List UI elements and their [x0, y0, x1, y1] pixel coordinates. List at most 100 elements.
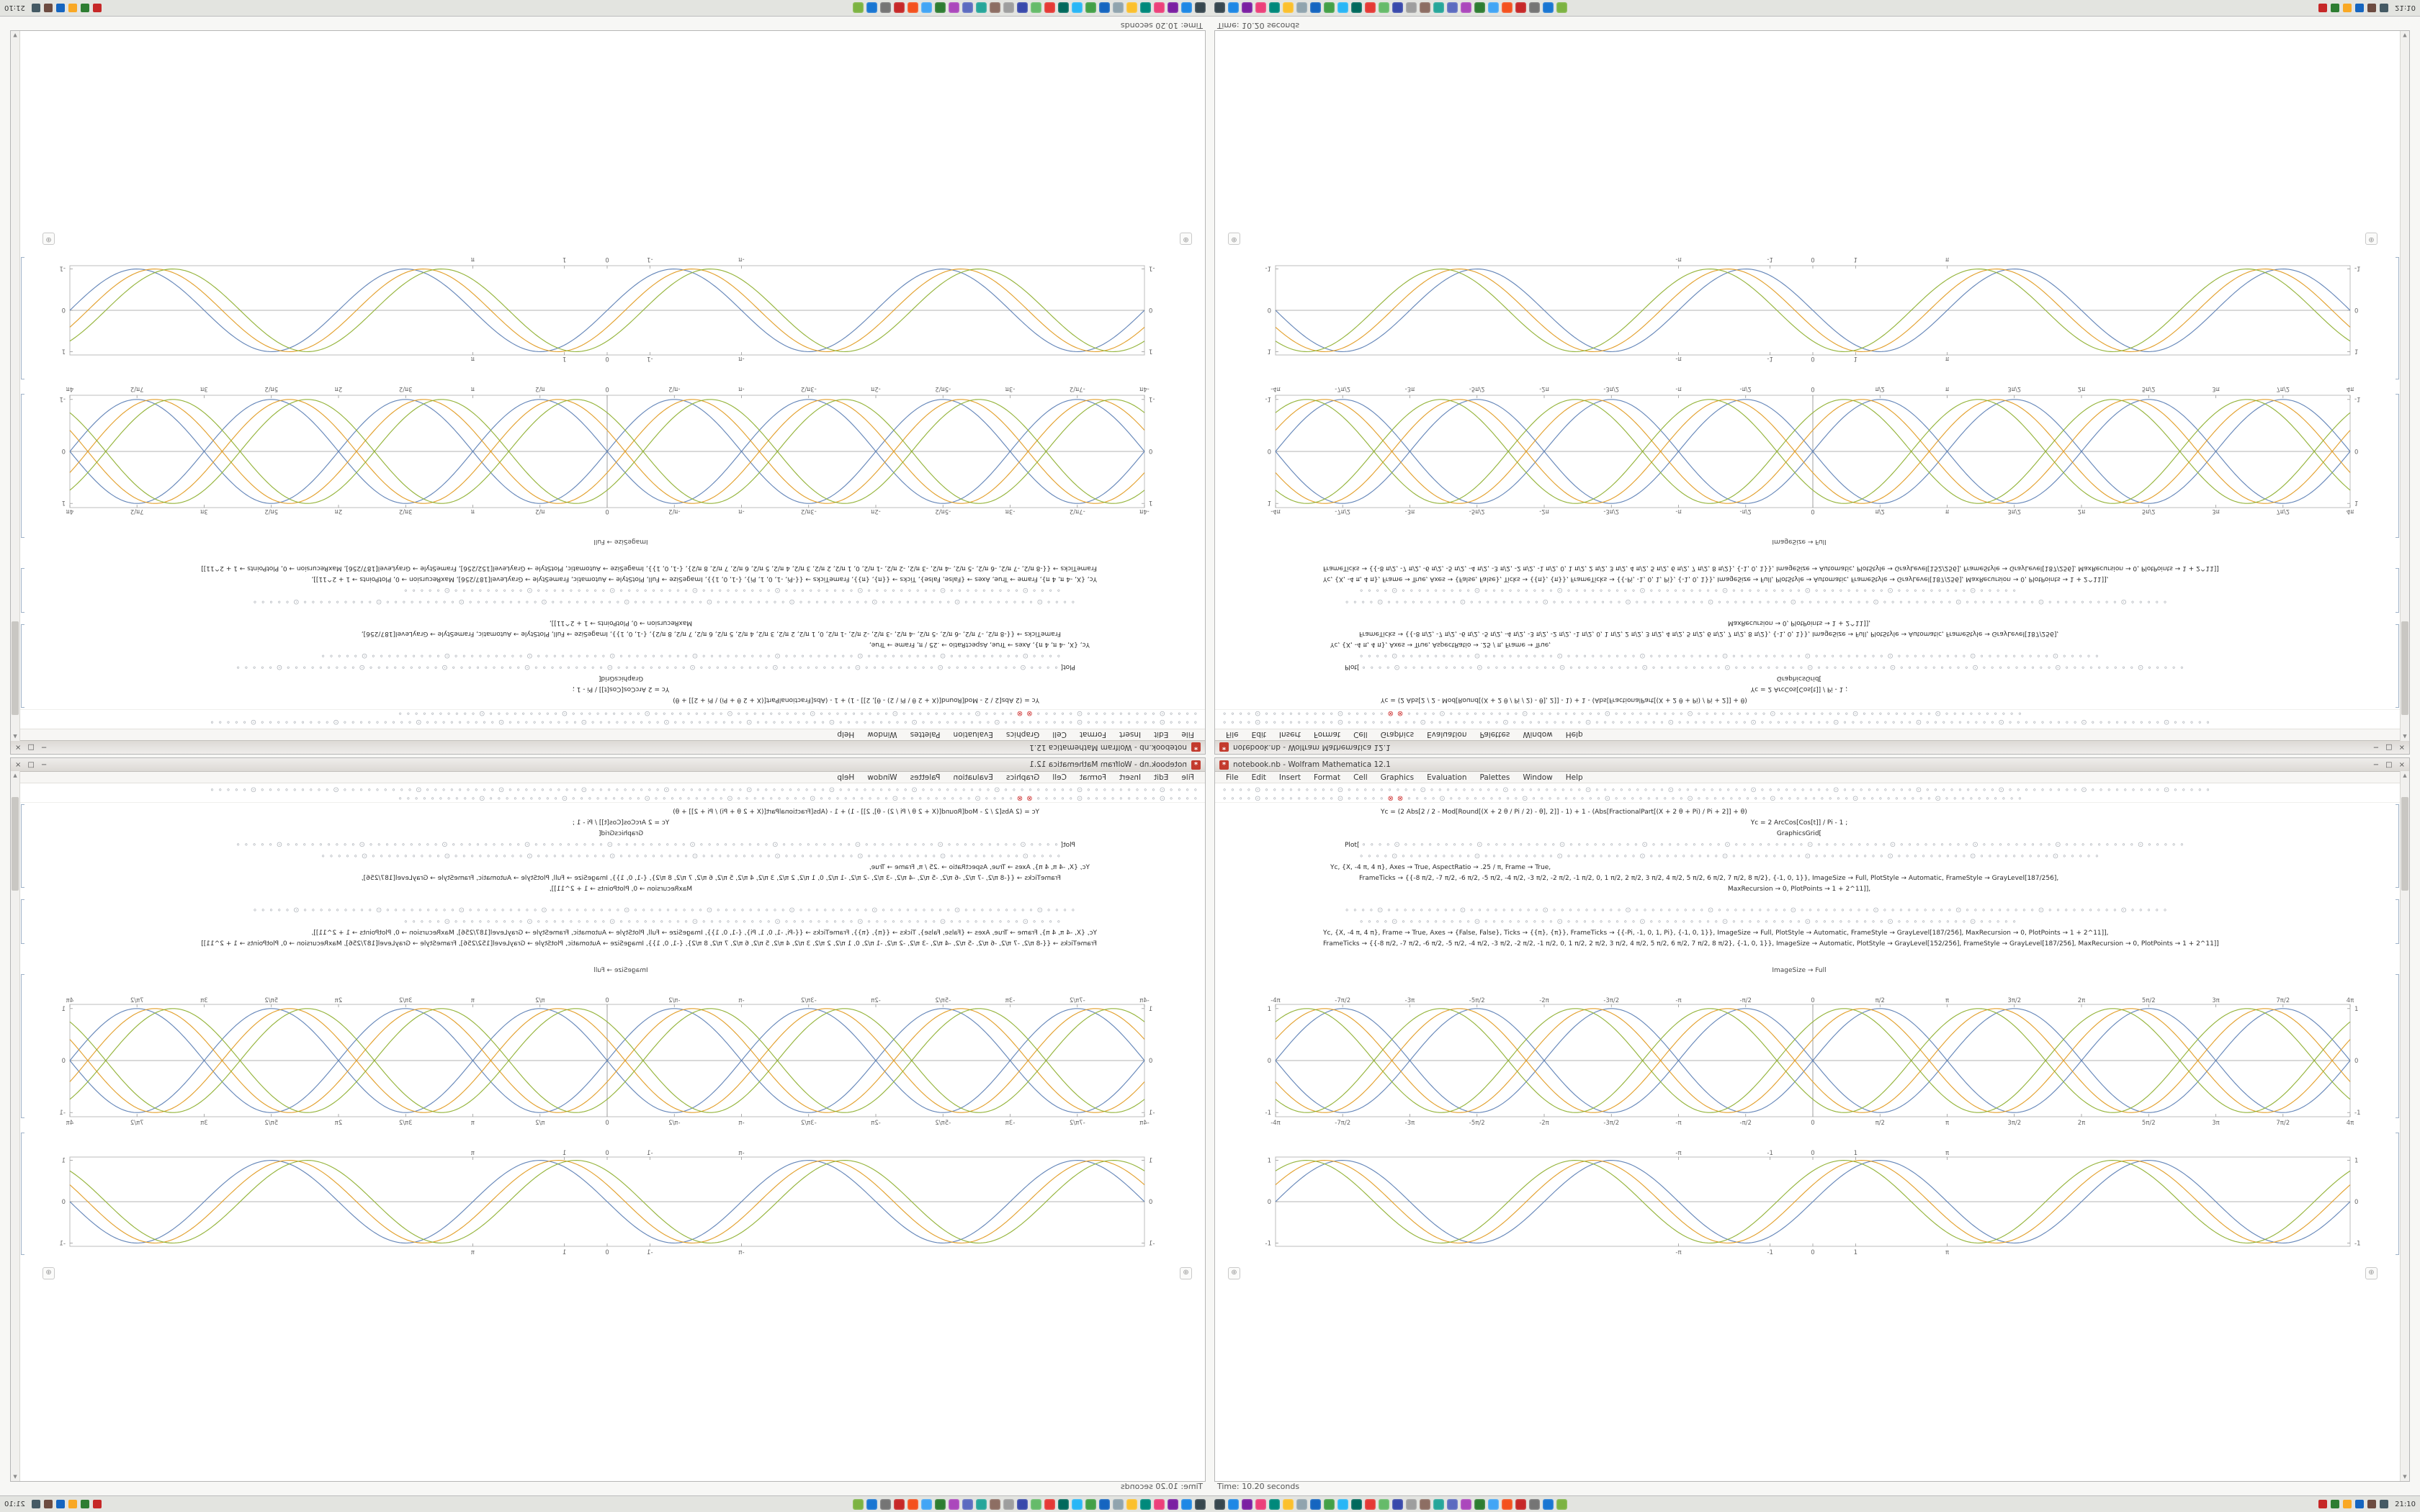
- tray-icon[interactable]: [2331, 4, 2340, 12]
- scroll-down-icon[interactable]: ▼: [13, 1474, 17, 1480]
- inline-graphics-row[interactable]: ∘∘∘∘⊙∘∘∘∘∘∘∘∘∘⊙∘∘∘∘∘∘∘∘∘⊙∘∘∘∘∘∘∘∘∘⊙∘∘∘∘∘…: [400, 918, 1061, 926]
- menu-item-evaluation[interactable]: Evaluation: [953, 773, 993, 782]
- cell-bracket[interactable]: [2396, 899, 2399, 944]
- window-titlebar[interactable]: * notebook.nb - Wolfram Mathematica 12.1…: [11, 758, 1205, 772]
- taskbar-app-icon[interactable]: [962, 1498, 973, 1510]
- inline-graphics-row[interactable]: Plot[ ∘∘∘∘⊙∘∘∘∘∘∘∘∘∘⊙∘∘∘∘∘∘∘∘∘⊙∘∘∘∘∘∘∘∘∘…: [232, 663, 1075, 671]
- cell-bracket[interactable]: [21, 624, 24, 708]
- taskbar-app-icon[interactable]: [1310, 1498, 1321, 1510]
- taskbar-app-icon[interactable]: [921, 1498, 932, 1510]
- maximize-button[interactable]: □: [27, 760, 35, 769]
- input-cell-2[interactable]: ∘∘∘∘⊙∘∘∘∘∘∘∘∘∘⊙∘∘∘∘∘∘∘∘∘⊙∘∘∘∘∘∘∘∘∘⊙∘∘∘∘∘…: [1215, 562, 2383, 607]
- code-line[interactable]: Yc, {X, -4 π, 4 π}, Frame → True, Axes →…: [1323, 575, 2109, 582]
- menu-item-window[interactable]: Window: [1523, 730, 1553, 739]
- taskbar-app-icon[interactable]: [1228, 2, 1239, 14]
- taskbar-app-icon[interactable]: [1474, 1498, 1485, 1510]
- taskbar-app-icon[interactable]: [1515, 2, 1526, 14]
- scroll-down-icon[interactable]: ▼: [13, 32, 17, 38]
- code-line[interactable]: FrameTicks → {{-8 π/2, -7 π/2, -6 π/2, -…: [1323, 940, 2219, 948]
- taskbar-app-icon[interactable]: [1515, 1498, 1526, 1510]
- insert-cell-button[interactable]: ⊕: [1180, 1267, 1192, 1279]
- taskbar-app-icon[interactable]: [1140, 1498, 1151, 1510]
- taskbar-app-icon[interactable]: [976, 1498, 987, 1510]
- menu-item-window[interactable]: Window: [867, 773, 897, 782]
- cell-bracket[interactable]: [21, 1133, 24, 1255]
- abort-buttons[interactable]: ⊗⊗: [1013, 795, 1033, 803]
- taskbar-app-icon[interactable]: [1255, 1498, 1266, 1510]
- plot-output-2[interactable]: -π -π -1 -1 0 0 1 1 π π -1 -1 0 0 1 1: [45, 253, 1169, 364]
- taskbar-app-icon[interactable]: [1031, 1498, 1041, 1510]
- cell-bracket[interactable]: [21, 394, 24, 538]
- tray-icon[interactable]: [68, 1500, 77, 1508]
- menu-item-insert[interactable]: Insert: [1119, 730, 1142, 739]
- input-cell-1[interactable]: Yc = (2 Abs[2 / 2 - Mod[Round[(X + 2 θ /…: [37, 807, 1205, 895]
- taskbar-app-icon[interactable]: [921, 2, 932, 14]
- code-line[interactable]: Yc = (2 Abs[2 / 2 - Mod[Round[(X + 2 θ /…: [1381, 809, 1747, 816]
- scroll-down-icon[interactable]: ▼: [2403, 32, 2407, 38]
- taskbar-app-icon[interactable]: [1461, 1498, 1471, 1510]
- window-titlebar[interactable]: * notebook.nb - Wolfram Mathematica 12.1…: [1215, 758, 2409, 772]
- toolbar-buttons-row2[interactable]: ∘∘∘∘⊙∘∘∘∘∘∘∘∘∘⊙∘∘∘∘∘: [1222, 709, 1388, 717]
- scroll-up-icon[interactable]: ▲: [13, 773, 17, 778]
- taskbar-app-icon[interactable]: [1420, 2, 1430, 14]
- taskbar-app-icon[interactable]: [1529, 1498, 1540, 1510]
- taskbar-app-icon[interactable]: [1140, 2, 1151, 14]
- menu-item-evaluation[interactable]: Evaluation: [1427, 730, 1467, 739]
- menu-item-palettes[interactable]: Palettes: [910, 730, 941, 739]
- taskbar-app-icon[interactable]: [1154, 1498, 1165, 1510]
- menu-item-window[interactable]: Window: [867, 730, 897, 739]
- inline-graphics-row[interactable]: Plot[ ∘∘∘∘⊙∘∘∘∘∘∘∘∘∘⊙∘∘∘∘∘∘∘∘∘⊙∘∘∘∘∘∘∘∘∘…: [232, 841, 1075, 849]
- tray-icon[interactable]: [68, 4, 77, 12]
- code-line[interactable]: Yc, {X, -4 π, 4 π}, Frame → True, Axes →…: [1323, 930, 2109, 937]
- menu-item-file[interactable]: File: [1226, 773, 1239, 782]
- taskbar-app-icon[interactable]: [949, 1498, 959, 1510]
- menu-item-cell[interactable]: Cell: [1353, 730, 1368, 739]
- toolbar-buttons-row2b[interactable]: ∘∘∘∘⊙∘∘∘∘∘∘∘∘∘⊙∘∘∘∘∘∘∘∘∘⊙∘∘∘∘∘∘∘∘∘⊙∘∘∘∘∘…: [394, 795, 1013, 803]
- taskbar-app-icon[interactable]: [908, 1498, 918, 1510]
- menu-item-window[interactable]: Window: [1523, 773, 1553, 782]
- menu-item-help[interactable]: Help: [1565, 773, 1583, 782]
- taskbar-app-icon[interactable]: [962, 2, 973, 14]
- taskbar-app-icon[interactable]: [1474, 2, 1485, 14]
- menu-item-help[interactable]: Help: [837, 773, 855, 782]
- taskbar-app-icon[interactable]: [1365, 1498, 1376, 1510]
- taskbar-app-icon[interactable]: [1085, 2, 1096, 14]
- inline-graphics-row[interactable]: ∘∘∘∘⊙∘∘∘∘∘∘∘∘∘⊙∘∘∘∘∘∘∘∘∘⊙∘∘∘∘∘∘∘∘∘⊙∘∘∘∘∘…: [1345, 598, 2172, 606]
- taskbar-app-icon[interactable]: [1154, 2, 1165, 14]
- taskbar-app-icon[interactable]: [1283, 1498, 1294, 1510]
- menu-item-evaluation[interactable]: Evaluation: [1427, 773, 1467, 782]
- taskbar-app-icon[interactable]: [1447, 1498, 1458, 1510]
- cell-bracket[interactable]: [2396, 394, 2399, 538]
- code-line[interactable]: Yc = 2 ArcCos[Cos[t]] / Pi - 1 ;: [572, 819, 670, 827]
- menu-item-insert[interactable]: Insert: [1278, 773, 1301, 782]
- taskbar-app-icon[interactable]: [1296, 2, 1307, 14]
- menu-item-palettes[interactable]: Palettes: [1479, 773, 1510, 782]
- input-cell-2[interactable]: ∘∘∘∘⊙∘∘∘∘∘∘∘∘∘⊙∘∘∘∘∘∘∘∘∘⊙∘∘∘∘∘∘∘∘∘⊙∘∘∘∘∘…: [1215, 905, 2383, 950]
- tray-icon[interactable]: [2343, 1500, 2352, 1508]
- notebook-content[interactable]: Yc = (2 Abs[2 / 2 - Mod[Round[(X + 2 θ /…: [1215, 803, 2409, 1482]
- menu-item-format[interactable]: Format: [1314, 773, 1341, 782]
- taskbar-app-icon[interactable]: [1543, 1498, 1554, 1510]
- menu-item-edit[interactable]: Edit: [1154, 773, 1169, 782]
- taskbar-app-icon[interactable]: [908, 2, 918, 14]
- taskbar-app-icon[interactable]: [1168, 1498, 1178, 1510]
- close-button[interactable]: ×: [15, 743, 22, 752]
- scrollbar-thumb[interactable]: [2401, 797, 2408, 891]
- taskbar-app-icon[interactable]: [935, 1498, 946, 1510]
- taskbar-app-icon[interactable]: [1433, 1498, 1444, 1510]
- taskbar-app-icon[interactable]: [1044, 2, 1055, 14]
- minimize-button[interactable]: −: [40, 743, 48, 752]
- code-line[interactable]: MaxRecursion → 0, PlotPoints → 1 + 2^11]…: [549, 619, 693, 626]
- maximize-button[interactable]: □: [2385, 743, 2393, 752]
- vertical-scrollbar[interactable]: ▲ ▼: [11, 31, 20, 741]
- taskbar-app-icon[interactable]: [976, 2, 987, 14]
- code-line[interactable]: Yc = (2 Abs[2 / 2 - Mod[Round[(X + 2 θ /…: [1381, 696, 1747, 703]
- taskbar-app-icon[interactable]: [1058, 1498, 1069, 1510]
- menu-item-format[interactable]: Format: [1079, 730, 1106, 739]
- inline-graphics-row[interactable]: ∘∘∘∘⊙∘∘∘∘∘∘∘∘∘⊙∘∘∘∘∘∘∘∘∘⊙∘∘∘∘∘∘∘∘∘⊙∘∘∘∘∘…: [1359, 918, 2020, 926]
- taskbar-app-icon[interactable]: [1168, 2, 1178, 14]
- taskbar-app-icon[interactable]: [1351, 1498, 1362, 1510]
- input-cell-1[interactable]: Yc = (2 Abs[2 / 2 - Mod[Round[(X + 2 θ /…: [1215, 807, 2383, 895]
- taskbar-app-icon[interactable]: [1447, 2, 1458, 14]
- menu-item-cell[interactable]: Cell: [1353, 773, 1368, 782]
